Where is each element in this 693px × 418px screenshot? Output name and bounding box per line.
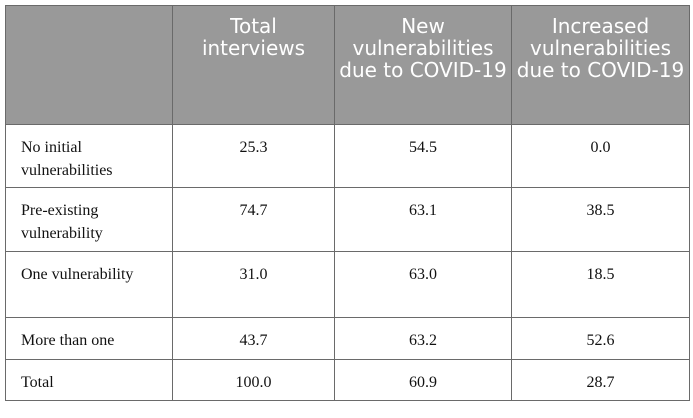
increased-vulnerabilities-cell: 28.7: [511, 359, 690, 401]
table-body: No initial vulnerabilities 25.3 54.5 0.0…: [5, 124, 690, 401]
new-vulnerabilities-cell: 60.9: [334, 359, 512, 401]
row-label: One vulnerability: [5, 251, 173, 318]
total-interviews-cell: 31.0: [172, 251, 335, 318]
table-row: More than one 43.7 63.2 52.6: [5, 317, 690, 360]
new-vulnerabilities-cell: 63.0: [334, 251, 512, 318]
increased-vulnerabilities-cell: 18.5: [511, 251, 690, 318]
header-total-interviews: Total interviews: [172, 5, 335, 125]
total-interviews-cell: 25.3: [172, 124, 335, 188]
table-row: One vulnerability 31.0 63.0 18.5: [5, 251, 690, 318]
row-label: Total: [5, 359, 173, 401]
row-label: More than one: [5, 317, 173, 360]
header-new-vulnerabilities: New vulnerabilities due to COVID-19: [334, 5, 512, 125]
new-vulnerabilities-cell: 63.1: [334, 187, 512, 252]
header-increased-vulnerabilities: Increased vulnerabilities due to COVID-1…: [511, 5, 690, 125]
total-interviews-cell: 100.0: [172, 359, 335, 401]
total-interviews-cell: 43.7: [172, 317, 335, 360]
vulnerability-table: Total interviews New vulnerabilities due…: [5, 5, 690, 401]
total-interviews-cell: 74.7: [172, 187, 335, 252]
table-row: Pre-existing vulnerability 74.7 63.1 38.…: [5, 187, 690, 252]
table-row: No initial vulnerabilities 25.3 54.5 0.0: [5, 124, 690, 188]
increased-vulnerabilities-cell: 0.0: [511, 124, 690, 188]
row-label: No initial vulnerabilities: [5, 124, 173, 188]
new-vulnerabilities-cell: 63.2: [334, 317, 512, 360]
new-vulnerabilities-cell: 54.5: [334, 124, 512, 188]
increased-vulnerabilities-cell: 52.6: [511, 317, 690, 360]
increased-vulnerabilities-cell: 38.5: [511, 187, 690, 252]
header-row: Total interviews New vulnerabilities due…: [5, 5, 690, 125]
header-blank-cell: [5, 5, 173, 125]
row-label: Pre-existing vulnerability: [5, 187, 173, 252]
table-row: Total 100.0 60.9 28.7: [5, 359, 690, 401]
table-header: Total interviews New vulnerabilities due…: [5, 5, 690, 125]
